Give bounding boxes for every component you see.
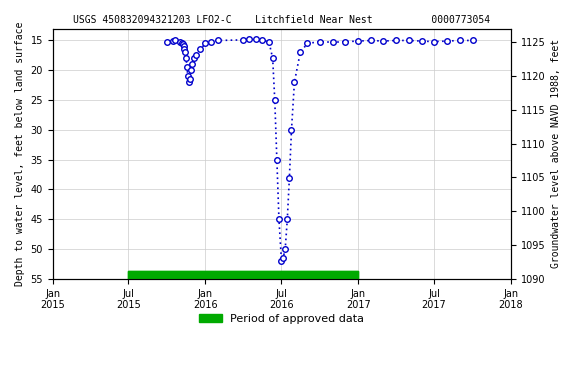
Legend: Period of approved data: Period of approved data <box>195 310 369 328</box>
Title: USGS 450832094321203 LFO2-C    Litchfield Near Nest          0000773054: USGS 450832094321203 LFO2-C Litchfield N… <box>73 15 490 25</box>
Y-axis label: Groundwater level above NAVD 1988, feet: Groundwater level above NAVD 1988, feet <box>551 39 561 268</box>
Bar <box>128 271 358 280</box>
Y-axis label: Depth to water level, feet below land surface: Depth to water level, feet below land su… <box>15 22 25 286</box>
